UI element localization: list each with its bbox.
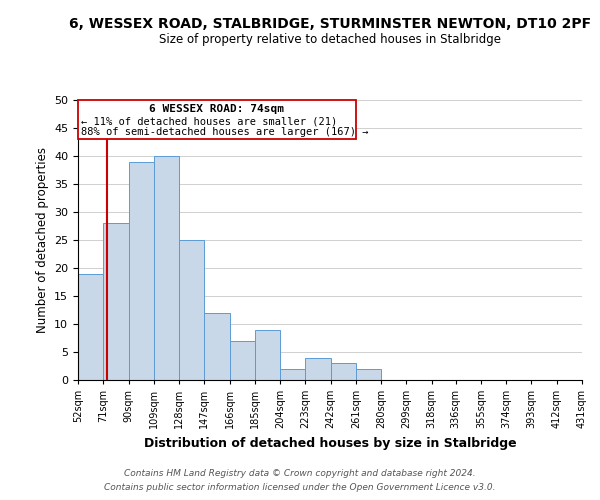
Bar	[255, 330, 280, 380]
Bar	[128, 162, 154, 380]
FancyBboxPatch shape	[78, 100, 356, 139]
X-axis label: Distribution of detached houses by size in Stalbridge: Distribution of detached houses by size …	[143, 436, 517, 450]
Bar	[205, 313, 230, 380]
Bar	[305, 358, 331, 380]
Text: 6, WESSEX ROAD, STALBRIDGE, STURMINSTER NEWTON, DT10 2PF: 6, WESSEX ROAD, STALBRIDGE, STURMINSTER …	[69, 18, 591, 32]
Bar	[230, 341, 255, 380]
Y-axis label: Number of detached properties: Number of detached properties	[35, 147, 49, 333]
Bar	[356, 369, 381, 380]
Bar	[103, 223, 128, 380]
Text: Contains public sector information licensed under the Open Government Licence v3: Contains public sector information licen…	[104, 484, 496, 492]
Text: Contains HM Land Registry data © Crown copyright and database right 2024.: Contains HM Land Registry data © Crown c…	[124, 468, 476, 477]
Text: 88% of semi-detached houses are larger (167) →: 88% of semi-detached houses are larger (…	[80, 127, 368, 137]
Bar	[78, 274, 103, 380]
Bar	[154, 156, 179, 380]
Bar	[280, 369, 305, 380]
Text: ← 11% of detached houses are smaller (21): ← 11% of detached houses are smaller (21…	[80, 116, 337, 126]
Text: 6 WESSEX ROAD: 74sqm: 6 WESSEX ROAD: 74sqm	[149, 104, 284, 115]
Bar	[179, 240, 205, 380]
Bar	[331, 363, 356, 380]
Text: Size of property relative to detached houses in Stalbridge: Size of property relative to detached ho…	[159, 32, 501, 46]
